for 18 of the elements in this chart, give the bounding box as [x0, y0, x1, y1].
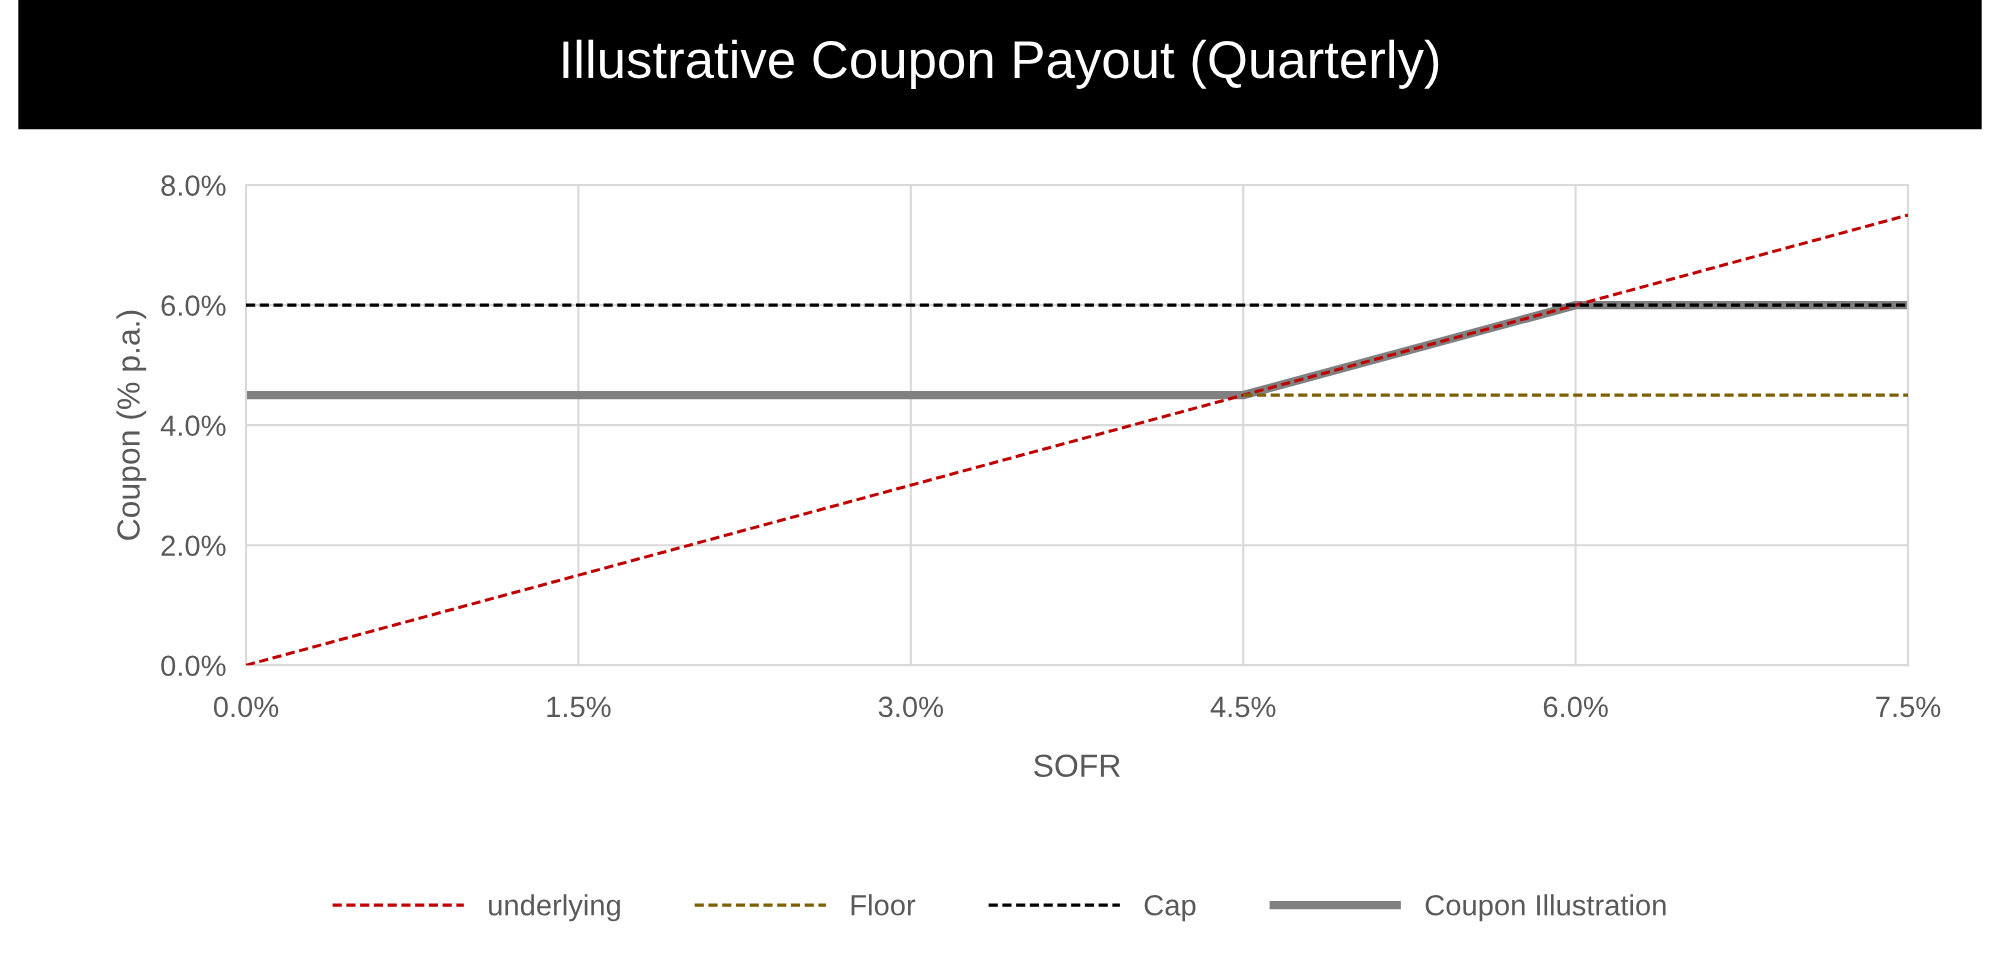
- y-tick-label: 4.0%: [160, 415, 226, 437]
- y-tick-label: 0.0%: [161, 655, 226, 677]
- chart-title: Illustrative Coupon Payout (Quarterly): [563, 39, 1439, 89]
- y-tick-label: 2.0%: [161, 535, 226, 557]
- x-tick-label: 6.0%: [1543, 696, 1608, 718]
- x-tick-label: 0.0%: [213, 696, 279, 718]
- y-tick-label: 8.0%: [161, 175, 226, 196]
- x-tick-label: 1.5%: [547, 696, 611, 718]
- legend-label: Coupon Illustration: [1425, 894, 1666, 922]
- legend-label: Floor: [851, 894, 916, 916]
- x-tick-label: 3.0%: [878, 696, 943, 718]
- x-tick-label: 4.5%: [1210, 696, 1276, 718]
- y-axis-title: Coupon (% p.a.): [116, 310, 147, 540]
- x-tick-label: 7.5%: [1876, 696, 1941, 718]
- legend-label: Cap: [1144, 894, 1196, 922]
- legend-label: underlying: [489, 894, 620, 922]
- x-axis-title: SOFR: [1034, 754, 1120, 778]
- y-tick-label: 6.0%: [161, 295, 226, 316]
